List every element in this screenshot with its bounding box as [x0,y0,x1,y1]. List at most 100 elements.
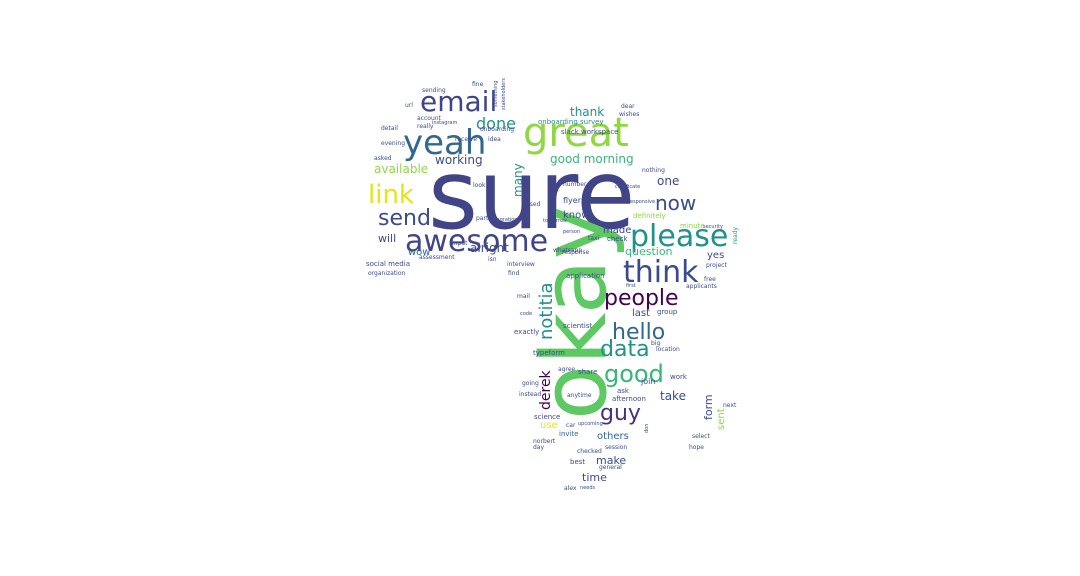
word-going: going [522,380,539,387]
word-form: form [702,394,715,420]
word-integration: integration [490,217,517,223]
word-link: link [368,180,414,210]
word-work: work [670,373,688,381]
word-guy: guy [600,401,641,426]
word-checked: checked [577,448,602,455]
word-organization: organization [368,270,406,277]
word-something: something [493,81,499,107]
word-invite: invite [559,430,579,438]
word-check: check [607,235,628,243]
word-share: share [578,368,597,376]
word-applicants: applicants [686,283,717,290]
word-know: know [563,210,589,221]
word-taxi: taxi [588,235,600,242]
word-good-morning: good morning [550,152,634,166]
word-don: don [644,424,650,433]
word-onboarding-survey: onboarding survey [538,118,604,126]
word-exactly: exactly [514,328,539,336]
word-made: made [603,225,631,236]
word-email: email [420,85,497,118]
word-please: please [630,219,728,254]
word-alex: alex [564,485,577,492]
word-great: great [523,110,629,156]
word-awesome: awesome [405,224,548,259]
word-day: day [533,444,544,451]
word-interview: interview [507,261,535,268]
word-location: location [656,346,680,353]
word-working: working [435,153,483,167]
word-first: first [626,283,636,289]
word-alright: alright [470,241,509,255]
word-wishes: wishes [619,111,639,118]
word-hope: hope [689,444,704,451]
word-okay: okay [522,206,627,420]
word-car: car [566,422,576,429]
word-send: send [378,206,431,231]
word-upcoming: upcoming [578,421,603,427]
word-instagram: instagram [432,120,457,126]
word-use: use [540,420,558,431]
word-instead: instead [519,391,541,398]
word-look: look [473,182,486,189]
word-security: security [703,224,723,230]
word-project: project [706,262,727,269]
word-best: best [570,458,585,466]
word-one: one [657,174,679,188]
word-dear: dear [621,103,635,110]
word-assessment: assessment [419,254,455,261]
word-really: really [417,123,434,130]
word-take: take [660,389,686,403]
word-group: group [657,308,678,316]
word-url: url [405,102,413,109]
word-derek: derek [538,369,554,410]
word-account: account [417,115,442,122]
word-hello: hello [612,320,665,345]
word-needs: needs [580,485,595,491]
word-many: many [511,163,525,197]
word-agree: agree [558,366,576,373]
word-general: general [599,464,622,471]
word-time: time [582,471,607,484]
word-afternoon: afternoon [612,395,646,403]
word-stakeholders: stakeholders [501,78,507,110]
word-now: now [655,191,696,215]
word-session: session [605,444,627,451]
word-mail: mail [517,293,530,300]
word-data: data [600,337,650,362]
word-scientist: scientist [563,322,593,330]
word-onboarding: onboarding [480,126,514,133]
word-social-media: social media [366,260,410,268]
word-notitia: notitia [536,282,557,340]
word-yeah: yeah [403,123,486,163]
word-yes: yes [707,250,724,261]
word-detail: detail [381,125,398,132]
word-sending: sending [422,87,446,94]
word-ready: ready [732,226,739,244]
word-next: next [723,402,737,409]
word-evening: evening [381,140,405,147]
word-last: last [632,308,650,319]
word-slack-workspace: slack workspace [561,128,618,136]
word-response: response [562,249,590,256]
word-whatsapp: whatsapp [553,247,582,254]
word-question: question [625,245,673,258]
word-number: number [563,181,587,188]
word-asked: asked [374,155,392,162]
word-used: used [526,201,541,208]
word-done: done [476,114,516,133]
word-receive: receive [455,136,477,143]
word-join: join [640,377,655,386]
word-person: person [563,229,580,235]
word-code: code [520,311,532,317]
word-think: think [623,255,699,290]
word-others: others [597,431,629,442]
word-sent: sent [716,408,727,430]
word-nothing: nothing [642,167,665,174]
word-big: big [651,340,660,347]
word-anytime: anytime [567,392,592,399]
word-will: will [378,232,396,245]
word-wow: wow [408,247,430,258]
word-find: find [508,270,520,277]
word-certificate: certificate [615,184,640,190]
